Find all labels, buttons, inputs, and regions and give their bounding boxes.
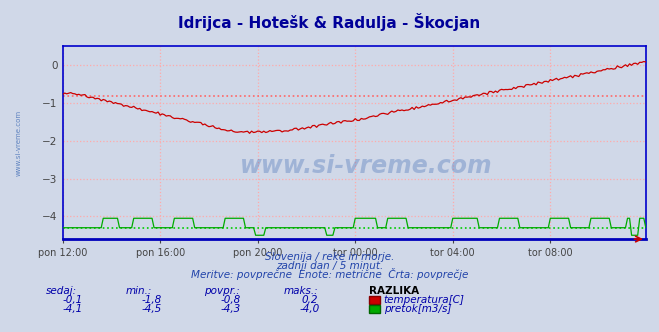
Text: maks.:: maks.: bbox=[283, 286, 318, 295]
Text: Idrijca - Hotešk & Radulja - Škocjan: Idrijca - Hotešk & Radulja - Škocjan bbox=[179, 13, 480, 31]
Text: -0,1: -0,1 bbox=[63, 295, 82, 305]
Text: zadnji dan / 5 minut.: zadnji dan / 5 minut. bbox=[276, 261, 383, 271]
Text: www.si-vreme.com: www.si-vreme.com bbox=[240, 154, 492, 178]
Text: Slovenija / reke in morje.: Slovenija / reke in morje. bbox=[265, 252, 394, 262]
Text: -1,8: -1,8 bbox=[142, 295, 161, 305]
Text: min.:: min.: bbox=[125, 286, 152, 295]
Text: 0,2: 0,2 bbox=[301, 295, 318, 305]
Text: Meritve: povprečne  Enote: metrične  Črta: povprečje: Meritve: povprečne Enote: metrične Črta:… bbox=[191, 268, 468, 280]
Text: temperatura[C]: temperatura[C] bbox=[384, 295, 465, 305]
Text: sedaj:: sedaj: bbox=[46, 286, 77, 295]
Text: -4,0: -4,0 bbox=[300, 304, 320, 314]
Text: -0,8: -0,8 bbox=[221, 295, 241, 305]
Text: -4,5: -4,5 bbox=[142, 304, 161, 314]
Text: -4,1: -4,1 bbox=[63, 304, 82, 314]
Text: www.si-vreme.com: www.si-vreme.com bbox=[16, 110, 22, 176]
Text: RAZLIKA: RAZLIKA bbox=[369, 286, 419, 295]
Text: pretok[m3/s]: pretok[m3/s] bbox=[384, 304, 451, 314]
Text: -4,3: -4,3 bbox=[221, 304, 241, 314]
Text: povpr.:: povpr.: bbox=[204, 286, 240, 295]
